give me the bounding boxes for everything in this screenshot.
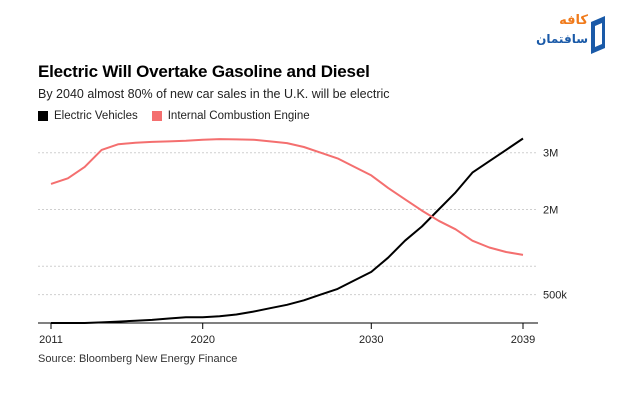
chart-subtitle: By 2040 almost 80% of new car sales in t… — [38, 87, 390, 101]
series-line-1 — [50, 138, 524, 256]
y-tick-label-0: 500k — [543, 290, 567, 302]
logo-line1: کافه — [559, 13, 588, 28]
x-tick-label-3: 2039 — [511, 334, 535, 346]
chart-legend: Electric Vehicles Internal Combustion En… — [38, 110, 324, 122]
legend-swatch-ice — [151, 111, 162, 121]
legend-swatch-electric — [38, 111, 48, 121]
chart-title: Electric Will Overtake Gasoline and Dies… — [38, 62, 370, 81]
x-tick-label-0: 2011 — [39, 334, 63, 346]
x-tick-label-1: 2020 — [190, 334, 214, 346]
y-tick-label-1: 2M — [543, 204, 558, 216]
logo-cube-icon — [591, 16, 605, 54]
y-tick-label-2: 3M — [543, 148, 558, 160]
logo-line2: سافتمان — [536, 32, 588, 46]
legend-label-electric: Electric Vehicles — [54, 110, 138, 122]
chart-source: Source: Bloomberg New Energy Finance — [38, 353, 238, 365]
series-line-0 — [51, 137, 524, 324]
legend-item-electric: Electric Vehicles — [38, 110, 138, 122]
x-tick-label-2: 2030 — [359, 334, 383, 346]
brand-logo: کافه سافتمان — [530, 14, 608, 56]
legend-item-ice: Internal Combustion Engine — [151, 110, 310, 122]
legend-label-ice: Internal Combustion Engine — [167, 110, 310, 122]
